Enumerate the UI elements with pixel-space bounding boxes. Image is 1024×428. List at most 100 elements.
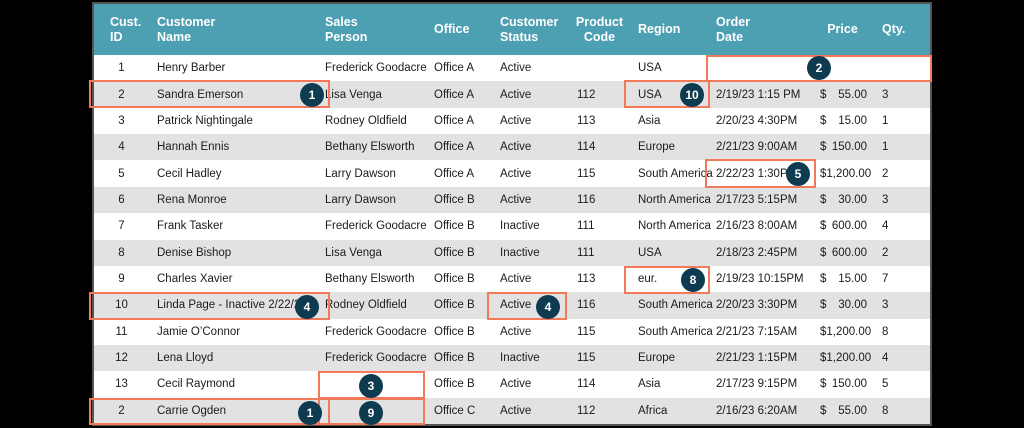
- cell-status: Active: [500, 88, 532, 101]
- cell-region: Asia: [638, 378, 661, 391]
- cell-price: $55.00: [812, 81, 873, 107]
- cell-office: Office B: [434, 378, 475, 391]
- column-header-qty: Qty.: [873, 4, 930, 55]
- cell-name: Rena Monroe: [157, 193, 227, 206]
- price-amount: 55.00: [838, 88, 867, 101]
- cell-region: South America: [638, 299, 713, 312]
- currency-symbol: $: [820, 141, 827, 154]
- cell-qty: 5: [882, 378, 889, 391]
- cell-status: Inactive: [500, 352, 540, 365]
- table-row: 2 Carrie Ogden Office C Active 112 Africa 2/16…: [94, 397, 930, 425]
- cell-price: $30.00: [812, 187, 873, 213]
- cell-qty: 8: [882, 325, 889, 338]
- cell-sales: Larry Dawson: [325, 193, 396, 206]
- cell-sales: [317, 371, 427, 397]
- cell-id: 10: [115, 299, 128, 312]
- cell-status: Active: [500, 62, 532, 75]
- cell-name: Denise Bishop: [157, 246, 232, 259]
- cell-name: Cecil Raymond: [157, 378, 235, 391]
- column-header-label: Order Date: [716, 14, 751, 44]
- cell-id: 1: [118, 62, 125, 75]
- cell-id: 4: [118, 141, 125, 154]
- cell-region: USA: [638, 246, 662, 259]
- column-header-price: Price: [812, 4, 873, 55]
- cell-id: 2: [118, 88, 125, 101]
- cell-sales: Rodney Oldfield: [325, 299, 407, 312]
- cell-status: Active: [500, 378, 532, 391]
- cell-id: 7: [118, 220, 125, 233]
- cell-price: $150.00: [812, 134, 873, 160]
- cell-id: 13: [115, 378, 128, 391]
- cell-qty: 3: [882, 193, 889, 206]
- cell-product: 113: [577, 273, 596, 286]
- table-row: 2 Sandra Emerson Lisa Venga Office A Active 1…: [94, 81, 930, 108]
- currency-symbol: $: [820, 246, 827, 259]
- cell-sales: Rodney Oldfield: [325, 114, 407, 127]
- cell-status: Inactive: [500, 220, 540, 233]
- cell-region: Africa: [638, 404, 668, 417]
- price-amount: 1,200.00: [826, 167, 872, 180]
- column-header-label: Customer Name: [157, 14, 216, 44]
- price-amount: 55.00: [838, 404, 867, 417]
- cell-order: 2/17/23 9:15PM: [716, 378, 798, 391]
- cell-office: Office B: [434, 193, 475, 206]
- cell-order: 2/16/23 8:00AM: [716, 220, 798, 233]
- column-header-label: Cust. ID: [110, 14, 142, 44]
- cell-price: $600.00: [812, 213, 873, 239]
- cell-price: $1,200.00: [812, 345, 873, 371]
- cell-product: 115: [577, 352, 596, 365]
- cell-order: 2/20/23 3:30PM: [716, 299, 798, 312]
- table-row: 9 Charles Xavier Bethany Elsworth Office B A…: [94, 265, 930, 293]
- cell-price: $55.00: [812, 398, 873, 424]
- column-header-sales: Sales Person: [317, 4, 427, 55]
- cell-status: Active: [500, 167, 532, 180]
- cell-sales: Frederick Goodacre: [325, 352, 427, 365]
- price-amount: 1,200.00: [826, 352, 872, 365]
- currency-symbol: $: [820, 193, 827, 206]
- cell-product: 112: [577, 88, 596, 101]
- column-header-order: Order Date: [707, 4, 812, 55]
- cell-sales: Frederick Goodacre: [325, 325, 427, 338]
- cell-id: 11: [115, 325, 128, 338]
- cell-office: Office A: [434, 88, 475, 101]
- cell-id: 6: [118, 193, 125, 206]
- cell-price: $150.00: [812, 371, 873, 397]
- cell-office: Office B: [434, 352, 475, 365]
- cell-status: Inactive: [500, 246, 540, 259]
- cell-status: Active: [500, 114, 532, 127]
- cell-sales: [317, 398, 427, 424]
- cell-sales: Bethany Elsworth: [325, 141, 415, 154]
- cell-price: $15.00: [812, 108, 873, 134]
- currency-symbol: $: [820, 299, 827, 312]
- price-amount: 30.00: [838, 193, 867, 206]
- cell-product: 111: [577, 246, 595, 259]
- cell-office: Office B: [434, 246, 475, 259]
- column-header-label: Region: [638, 22, 681, 37]
- cell-qty: 7: [882, 273, 889, 286]
- currency-symbol: $: [820, 325, 827, 338]
- cell-sales: Larry Dawson: [325, 167, 396, 180]
- cell-sales: Bethany Elsworth: [325, 273, 415, 286]
- table-row: 11 Jamie O’Connor Frederick Goodacre Office…: [94, 318, 930, 345]
- currency-symbol: $: [820, 114, 827, 127]
- cell-qty: [873, 55, 930, 81]
- cell-office: Office B: [434, 325, 475, 338]
- cell-order: 2/21/23 9:00AM: [716, 141, 798, 154]
- cell-id: 5: [118, 167, 125, 180]
- cell-product: 111: [577, 220, 595, 233]
- column-header-label: Qty.: [882, 22, 906, 37]
- table-row: 6 Rena Monroe Larry Dawson Office B Active 11…: [94, 186, 930, 214]
- cell-product: 116: [577, 299, 596, 312]
- table-row: 3 Patrick Nightingale Rodney Oldfield Offic…: [94, 107, 930, 135]
- column-header-label: Office: [434, 22, 470, 37]
- cell-region: USA: [638, 62, 662, 75]
- table-row: 8 Denise Bishop Lisa Venga Office B Inactive…: [94, 239, 930, 266]
- cell-price: $30.00: [812, 292, 873, 318]
- price-amount: 600.00: [831, 246, 867, 259]
- cell-sales: Frederick Goodacre: [325, 220, 427, 233]
- cell-region: Asia: [638, 114, 661, 127]
- column-header-label: Customer Status: [500, 14, 559, 44]
- column-header-id: Cust. ID: [94, 4, 149, 55]
- cell-id: 3: [118, 114, 125, 127]
